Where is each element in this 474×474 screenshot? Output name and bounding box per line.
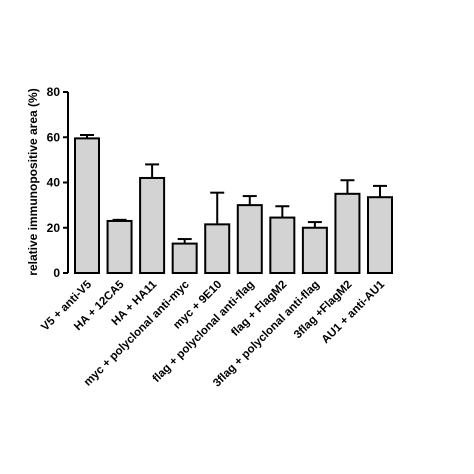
axes <box>63 91 69 274</box>
bar <box>236 204 263 274</box>
y-tick-labels: 0 20 40 60 80 <box>47 85 61 280</box>
x-tick-label: 3flag +FlagM2 <box>292 279 354 341</box>
x-tick-label: AU1 + anti-AU1 <box>320 278 388 346</box>
y-tick-label: 40 <box>47 176 61 190</box>
y-tick-label: 20 <box>47 221 61 235</box>
bar <box>204 223 231 274</box>
bar <box>171 242 198 274</box>
y-tick-label: 80 <box>47 85 61 99</box>
bars <box>74 137 393 275</box>
bar <box>106 219 133 274</box>
y-axis-title: relative immunopositive area (%) <box>26 88 40 275</box>
y-tick-label: 0 <box>53 266 60 280</box>
bar <box>269 216 296 275</box>
y-tick-label: 60 <box>47 130 61 144</box>
bar <box>139 176 166 275</box>
bar <box>334 192 361 274</box>
bar <box>301 226 328 274</box>
bar <box>74 137 100 274</box>
bar <box>367 196 393 274</box>
error-bars <box>80 133 387 244</box>
